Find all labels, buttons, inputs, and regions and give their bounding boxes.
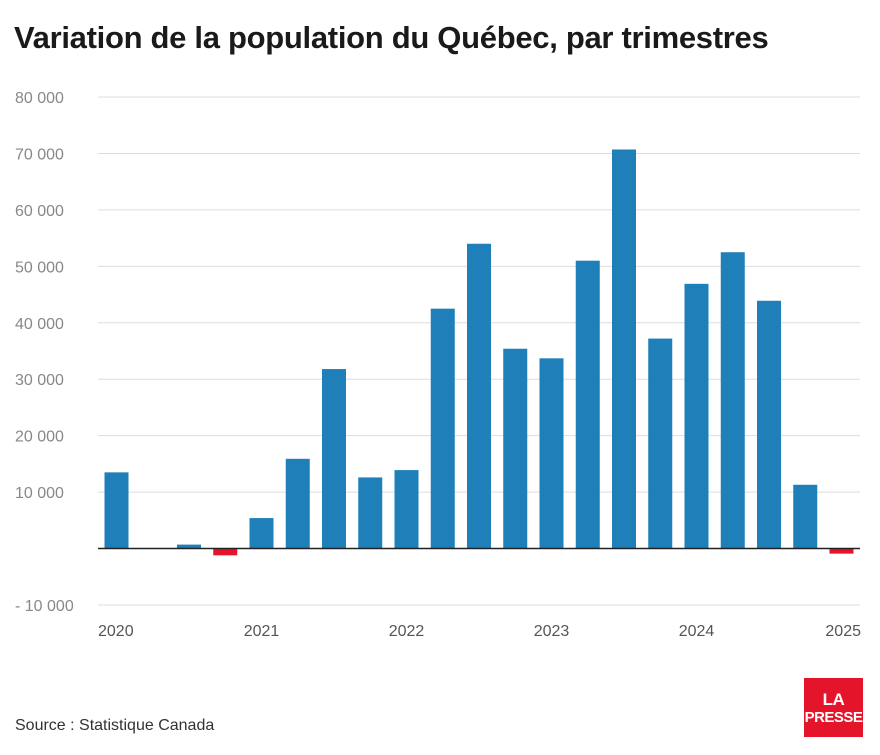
bar: 2023 T2: 51000 (575, 260, 600, 549)
x-axis-labels: 2020 2021 2022 2023 2024 2025 (98, 623, 861, 640)
y-tick-label: 10 000 (15, 485, 64, 502)
bar: 2021 T4: 12600 (358, 477, 383, 549)
y-tick-label: 30 000 (15, 372, 64, 389)
bar: 2020 T1: 13500 (104, 472, 129, 549)
bar: 2022 T4: 35400 (503, 348, 528, 549)
x-tick-label: 2022 (389, 623, 425, 640)
bar: 2024 T2: 52500 (720, 252, 745, 549)
y-tick-label: 20 000 (15, 429, 64, 446)
bar: 2022 T2: 42500 (430, 308, 455, 549)
bar: 2022 T3: 54000 (467, 243, 491, 549)
y-tick-label: 40 000 (15, 316, 64, 333)
y-tick-label: 70 000 (15, 146, 64, 163)
logo-line-1: LA (822, 689, 845, 709)
la-presse-logo: LA PRESSE (804, 678, 863, 737)
x-tick-label: 2023 (534, 623, 570, 640)
bars: 2020 T1: 13500 2020 T3: 700 2020 T4: -1200… (104, 149, 854, 556)
bar: 2023 T1: 33700 (539, 358, 564, 549)
x-tick-label: 2021 (244, 623, 280, 640)
bar-chart: 80 000 70 000 60 000 50 000 40 000 30 000 20 0… (15, 90, 861, 640)
y-tick-label: 80 000 (15, 90, 64, 107)
bar: 2024 T1: 46900 (684, 283, 709, 549)
bar: 2020 T4: -1200 (213, 548, 238, 556)
y-axis-labels: 80 000 70 000 60 000 50 000 40 000 30 000 20 0… (15, 90, 74, 615)
y-tick-label: 50 000 (15, 259, 64, 276)
bar: 2021 T1: 5400 (249, 518, 274, 549)
bar: 2022 T1: 13900 (394, 470, 419, 549)
logo-line-2: PRESSE (804, 708, 863, 726)
x-tick-label: 2020 (98, 623, 134, 640)
x-tick-label: 2024 (679, 623, 715, 640)
y-tick-label: - 10 000 (15, 598, 74, 615)
chart-title: Variation de la population du Québec, pa… (14, 20, 769, 55)
bar: 2021 T2: 15900 (285, 458, 310, 549)
source-note: Source : Statistique Canada (15, 717, 215, 734)
bar: 2021 T3: 31800 (322, 369, 346, 549)
x-tick-label: 2025 (825, 623, 861, 640)
bar: 2023 T3: 70700 (612, 149, 636, 549)
bar: 2024 T4: 11300 (793, 484, 818, 549)
y-tick-label: 60 000 (15, 203, 64, 220)
bar: 2023 T4: 37200 (648, 338, 673, 549)
bar: 2020 T3: 700 (177, 544, 201, 549)
bar: 2025 T1: -900 (829, 548, 854, 554)
bar: 2024 T3: 43900 (757, 300, 781, 549)
